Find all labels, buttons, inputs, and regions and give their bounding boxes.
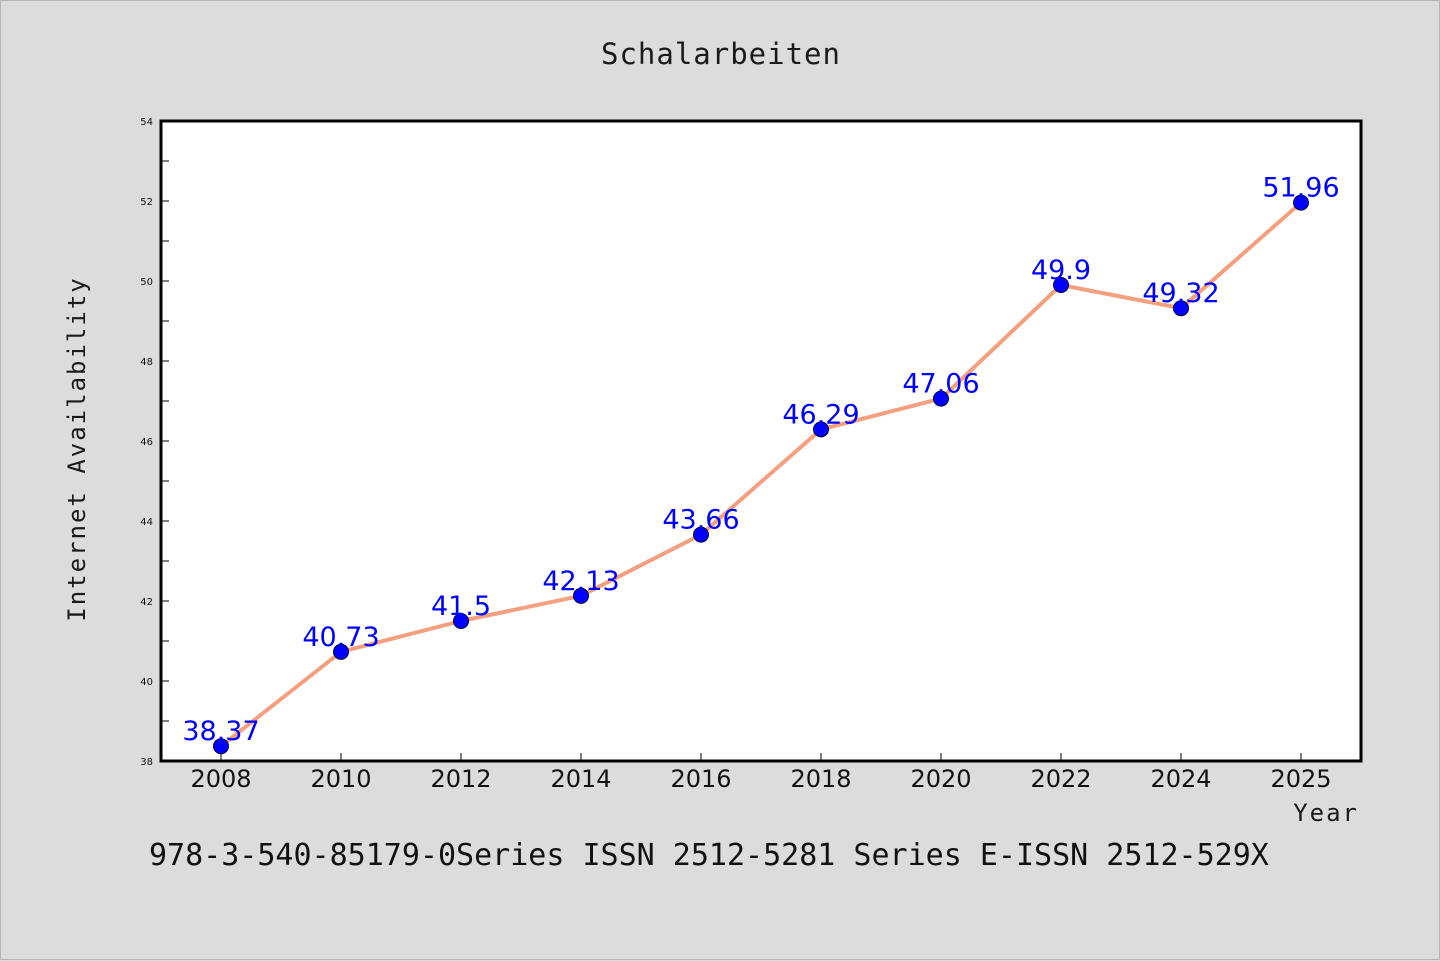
data-point [933, 390, 949, 407]
data-label: 41.5 [431, 591, 491, 622]
data-point [693, 526, 709, 543]
x-tick-label: 2014 [550, 765, 611, 793]
data-label: 40.73 [302, 622, 379, 653]
y-tick-label: 48 [140, 357, 153, 368]
x-tick-label: 2024 [1150, 765, 1211, 793]
data-point [1053, 277, 1069, 293]
data-point [813, 421, 829, 438]
data-label: 43.66 [662, 505, 739, 536]
footer-isbn-text: 978-3-540-85179-0Series ISSN 2512-5281 S… [149, 838, 1269, 873]
x-tick-label: 2016 [670, 765, 731, 793]
x-axis: 2008 2010 2012 2014 2016 2018 2020 2022 2024 2025 [190, 753, 1332, 793]
y-tick-label: 42 [140, 597, 153, 608]
plot-area [161, 121, 1361, 761]
y-tick-label: 44 [140, 517, 153, 528]
y-axis: 38 40 42 44 46 48 50 52 54 [140, 117, 169, 768]
chart-title: Schalarbeiten [601, 37, 841, 71]
data-label: 47.06 [902, 369, 979, 400]
y-tick-label: 54 [140, 117, 153, 128]
y-tick-label: 52 [140, 197, 153, 208]
series-line [219, 200, 1303, 749]
data-label: 49.9 [1031, 255, 1091, 286]
x-tick-label: 2022 [1030, 765, 1091, 793]
data-point [333, 643, 349, 660]
data-point [573, 587, 589, 604]
y-tick-label: 46 [140, 437, 153, 448]
data-point [453, 613, 469, 629]
series-group: 38.37 40.73 41.5 42.13 43.66 46.29 47.06 49.9 49… [182, 173, 1340, 755]
y-tick-label: 38 [140, 757, 153, 768]
y-tick-label: 50 [140, 277, 153, 288]
data-label: 51.96 [1262, 173, 1339, 204]
data-point [213, 738, 229, 755]
x-axis-title: Year [1293, 799, 1359, 827]
x-tick-label: 2012 [430, 765, 491, 793]
x-tick-label: 2025 [1270, 765, 1331, 793]
plot-border [159, 119, 1363, 763]
x-tick-label: 2008 [190, 765, 251, 793]
x-tick-label: 2020 [910, 765, 971, 793]
data-label: 46.29 [782, 399, 859, 430]
data-label: 42.13 [542, 566, 619, 597]
y-tick-label: 40 [140, 677, 153, 688]
y-axis-title: Internet Availability [63, 276, 91, 621]
data-label: 49.32 [1142, 278, 1219, 309]
x-tick-label: 2010 [310, 765, 371, 793]
data-point [1173, 300, 1189, 317]
data-point [1293, 194, 1309, 211]
data-label: 38.37 [182, 716, 259, 747]
x-tick-label: 2018 [790, 765, 851, 793]
series-markers [213, 194, 1309, 755]
data-labels: 38.37 40.73 41.5 42.13 43.66 46.29 47.06 49.9 49… [182, 173, 1339, 748]
